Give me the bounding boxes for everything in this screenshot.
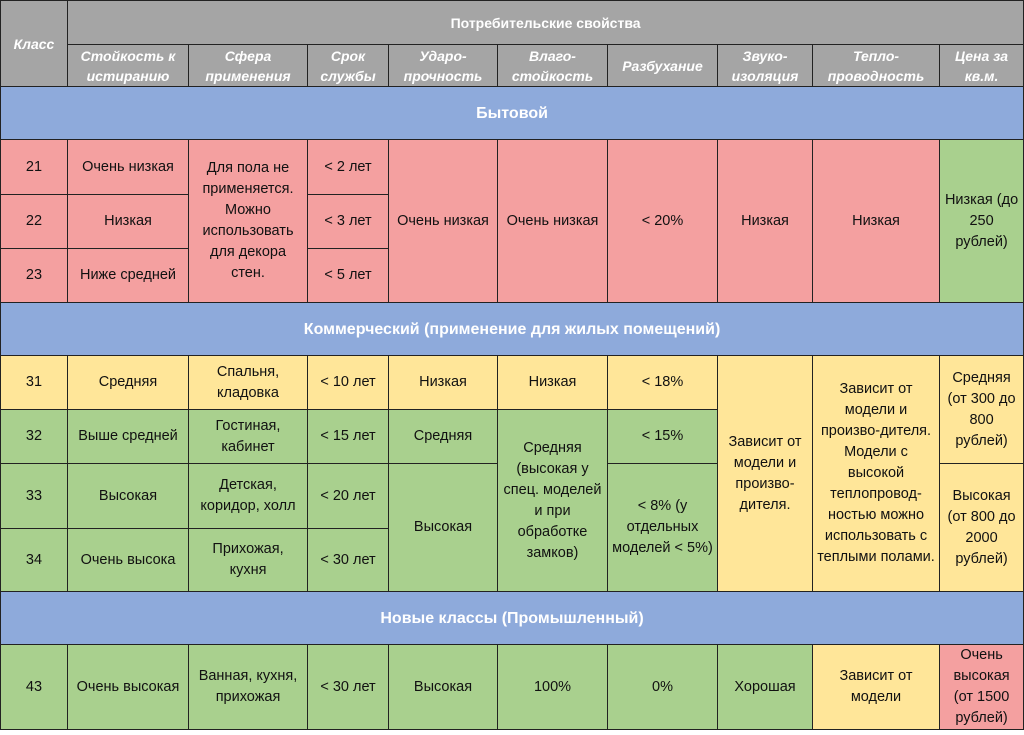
impact-cell: Высокая <box>388 644 498 730</box>
wear-cell: Ниже средней <box>67 248 189 303</box>
life-cell: < 10 лет <box>307 355 389 410</box>
header-group: Потребительские свойства <box>66 0 1024 45</box>
moisture-cell: Низкая <box>497 355 608 410</box>
swelling-cell: < 18% <box>607 355 718 410</box>
table-row: 21 Очень низкая Для пола не применяется.… <box>0 139 1024 303</box>
life-cell: < 3 лет <box>307 194 389 249</box>
price-cell: Высокая (от 800 до 2000 рублей) <box>938 463 1024 592</box>
header-moisture: Влаго-стойкость <box>497 44 608 87</box>
class-cell: 23 <box>0 248 68 303</box>
header-impact: Ударо-прочность <box>388 44 498 87</box>
section-title: Новые классы (Промышленный) <box>0 591 1024 645</box>
table-row: 22 Низкая < 3 лет <box>0 194 1024 249</box>
use-cell: Ванная, кухня, прихожая <box>188 644 308 730</box>
price-cell: Очень высокая (от 1500 рублей) <box>938 644 1024 730</box>
heat-cell: Низкая <box>812 139 940 303</box>
sound-cell: Хорошая <box>717 644 813 730</box>
class-cell: 31 <box>0 355 68 410</box>
heat-cell: Зависит от модели и произво-дителя. Моде… <box>812 355 940 592</box>
class-cell: 22 <box>0 194 68 249</box>
use-cell: Гостиная, кабинет <box>188 409 308 464</box>
wear-cell: Высокая <box>67 463 189 529</box>
use-cell: Для пола не применяется. Можно использов… <box>188 139 308 303</box>
section-title: Коммерческий (применение для жилых помещ… <box>0 302 1024 356</box>
header-sound: Звуко-изоляция <box>717 44 813 87</box>
use-cell: Спальня, кладовка <box>188 355 308 410</box>
life-cell: < 2 лет <box>307 139 389 195</box>
life-cell: < 5 лет <box>307 248 389 303</box>
header-heat: Тепло-проводность <box>812 44 940 87</box>
use-cell: Прихожая, кухня <box>188 528 308 592</box>
use-cell: Детская, коридор, холл <box>188 463 308 529</box>
header-life: Срок службы <box>307 44 389 87</box>
table-row: 33 Высокая Детская, коридор, холл < 20 л… <box>0 463 1024 592</box>
wear-cell: Низкая <box>67 194 189 249</box>
moisture-cell: Очень низкая <box>497 139 608 303</box>
wear-cell: Очень высока <box>67 528 189 592</box>
header-price: Цена за кв.м. <box>938 44 1024 87</box>
header-use: Сфера применения <box>188 44 308 87</box>
wear-cell: Очень высокая <box>67 644 189 730</box>
table-row: 23 Ниже средней < 5 лет <box>0 248 1024 303</box>
table-row: 34 Очень высока Прихожая, кухня < 30 лет <box>0 528 1024 592</box>
swelling-cell: < 20% <box>607 139 718 303</box>
table-row: 32 Выше средней Гостиная, кабинет < 15 л… <box>0 409 1024 592</box>
class-cell: 21 <box>0 139 68 195</box>
life-cell: < 20 лет <box>307 463 389 529</box>
wear-cell: Очень низкая <box>67 139 189 195</box>
impact-cell: Низкая <box>388 355 498 410</box>
life-cell: < 15 лет <box>307 409 389 464</box>
header-class: Класс <box>0 0 68 87</box>
price-cell: Низкая (до 250 рублей) <box>938 139 1024 303</box>
class-cell: 43 <box>0 644 68 730</box>
swelling-cell: 0% <box>607 644 718 730</box>
impact-cell: Высокая <box>388 463 498 592</box>
header-swelling: Разбухание <box>607 44 718 87</box>
table-row: 31 Средняя Спальня, кладовка < 10 лет Ни… <box>0 355 1024 592</box>
swelling-cell: < 15% <box>607 409 718 464</box>
wear-cell: Выше средней <box>67 409 189 464</box>
swelling-cell: < 8% (у отдельных моделей < 5%) <box>607 463 718 592</box>
moisture-cell: Средняя (высокая у спец. моделей и при о… <box>497 409 608 592</box>
price-cell: Средняя (от 300 до 800 рублей) <box>938 355 1024 464</box>
life-cell: < 30 лет <box>307 644 389 730</box>
class-cell: 33 <box>0 463 68 529</box>
wear-cell: Средняя <box>67 355 189 410</box>
impact-cell: Средняя <box>388 409 498 464</box>
moisture-cell: 100% <box>497 644 608 730</box>
impact-cell: Очень низкая <box>388 139 498 303</box>
section-title: Бытовой <box>0 86 1024 140</box>
heat-cell: Зависит от модели <box>812 644 940 730</box>
header-wear: Стойкость к истиранию <box>67 44 189 87</box>
life-cell: < 30 лет <box>307 528 389 592</box>
table-row: 43 Очень высокая Ванная, кухня, прихожая… <box>0 644 1024 730</box>
sound-cell: Зависит от модели и произво-дителя. <box>717 355 813 592</box>
sound-cell: Низкая <box>717 139 813 303</box>
class-cell: 32 <box>0 409 68 464</box>
class-cell: 34 <box>0 528 68 592</box>
